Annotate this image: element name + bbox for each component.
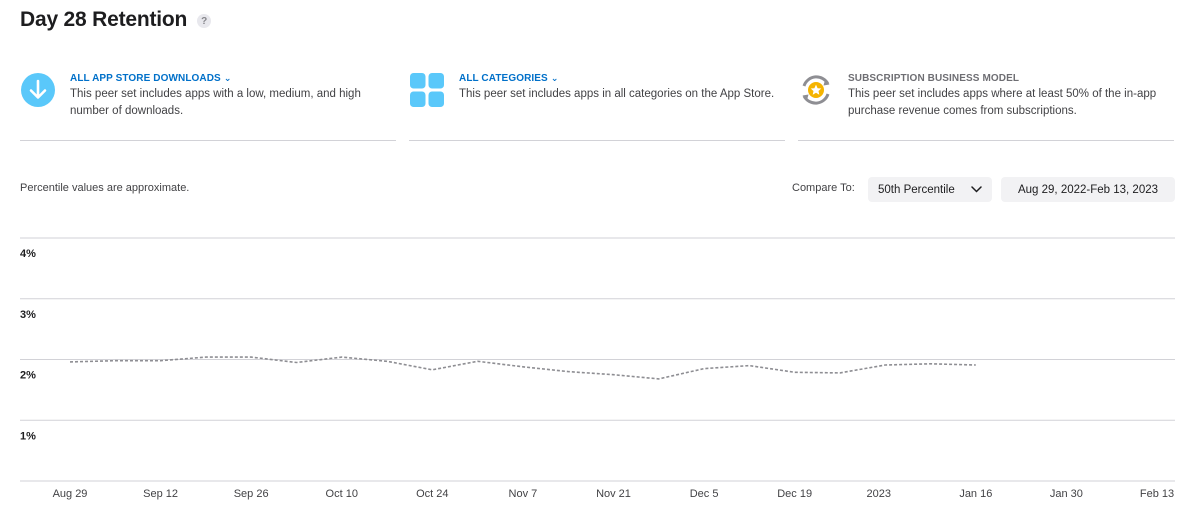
peer-set-subscription-description: This peer set includes apps where at lea… xyxy=(848,88,1157,117)
percentile-value: 50th Percentile xyxy=(878,183,955,196)
help-button[interactable]: ? xyxy=(197,14,212,28)
peer-set-downloads-dropdown[interactable]: ALL APP STORE DOWNLOADS ⌄ xyxy=(70,73,396,84)
series-line xyxy=(69,356,976,380)
x-tick-label: Aug 29 xyxy=(53,488,88,500)
peer-set-categories-title: ALL CATEGORIES xyxy=(459,73,548,84)
y-tick-label: 2% xyxy=(20,370,36,382)
x-tick-label: Dec 5 xyxy=(690,488,719,500)
x-tick-label: Sep 26 xyxy=(234,488,269,500)
chevron-down-icon: ⌄ xyxy=(550,73,559,83)
x-tick-label: Jan 30 xyxy=(1050,488,1083,500)
x-tick-label: Oct 24 xyxy=(416,488,448,500)
x-tick-label: Jan 16 xyxy=(959,488,992,500)
peer-set-categories: ALL CATEGORIES ⌄ This peer set includes a… xyxy=(409,70,785,141)
retention-line-chart: 4% 3% 2% 1% Aug 29 Sep 12 Sep 26 Oct 10 Oct 24 N… xyxy=(20,237,1175,500)
peer-set-categories-dropdown[interactable]: ALL CATEGORIES ⌄ xyxy=(459,73,785,84)
approximate-note: Percentile values are approximate. xyxy=(20,182,190,194)
chevron-down-icon xyxy=(971,186,982,193)
x-tick-label: Nov 7 xyxy=(509,488,538,500)
peer-set-subscription: SUBSCRIPTION BUSINESS MODEL This peer se… xyxy=(798,70,1174,141)
y-tick-label: 1% xyxy=(20,430,36,442)
x-tick-label: Feb 13 xyxy=(1140,488,1174,500)
x-tick-label: Oct 10 xyxy=(326,488,358,500)
percentile-select[interactable]: 50th Percentile xyxy=(868,177,992,202)
peer-set-subscription-title: SUBSCRIPTION BUSINESS MODEL xyxy=(848,73,1020,84)
x-tick-label: Dec 19 xyxy=(777,488,812,500)
date-range-value: Aug 29, 2022-Feb 13, 2023 xyxy=(1017,183,1159,196)
download-arrow-icon xyxy=(21,73,55,107)
y-tick-label: 3% xyxy=(20,309,36,321)
date-range-button[interactable]: Aug 29, 2022-Feb 13, 2023 xyxy=(1001,177,1175,202)
peer-set-downloads-description: This peer set includes apps with a low, … xyxy=(70,88,361,117)
y-tick-label: 4% xyxy=(20,248,36,260)
x-tick-label: Nov 21 xyxy=(596,488,631,500)
x-tick-label: Sep 12 xyxy=(143,488,178,500)
peer-set-downloads: ALL APP STORE DOWNLOADS ⌄ This peer set i… xyxy=(20,70,396,141)
x-tick-label: 2023 xyxy=(867,488,891,500)
title-row: Day 28 Retention ? xyxy=(20,8,212,32)
page-title: Day 28 Retention xyxy=(20,8,188,31)
peer-set-downloads-title: ALL APP STORE DOWNLOADS xyxy=(70,73,221,84)
compare-to-label: Compare To: xyxy=(792,182,855,194)
x-axis: Aug 29 Sep 12 Sep 26 Oct 10 Oct 24 Nov 7 Nov 2… xyxy=(53,488,1175,500)
y-axis: 4% 3% 2% 1% xyxy=(20,248,36,442)
categories-grid-icon xyxy=(410,73,444,107)
chevron-down-icon: ⌄ xyxy=(223,73,232,83)
chart-grid xyxy=(20,237,1175,482)
peer-set-categories-description: This peer set includes apps in all categ… xyxy=(459,88,775,100)
series-layer xyxy=(69,356,976,380)
subscription-star-icon xyxy=(802,75,830,105)
